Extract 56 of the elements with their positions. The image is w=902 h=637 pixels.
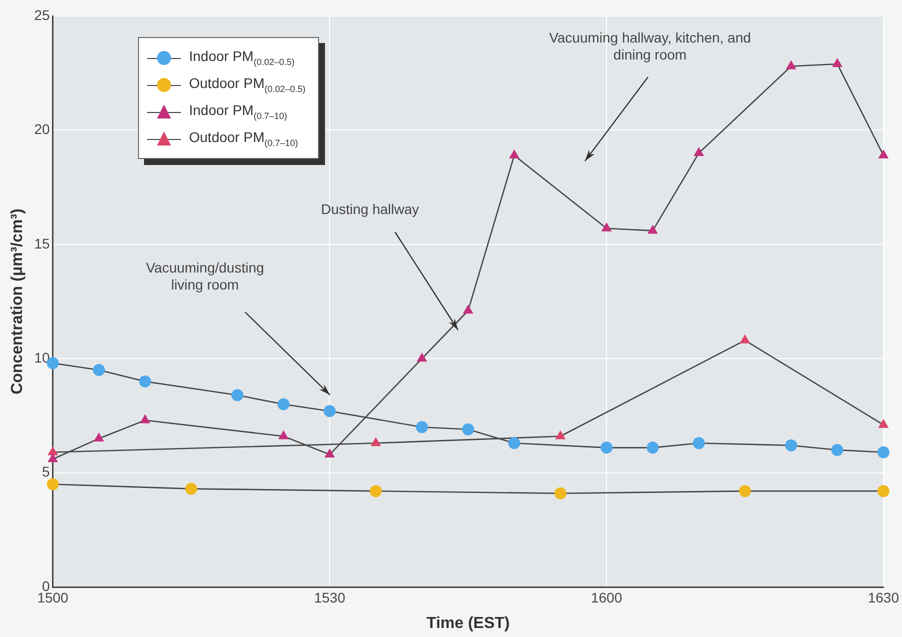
point — [555, 430, 566, 440]
y-tick-label: 20 — [34, 121, 50, 138]
point — [600, 442, 613, 454]
x-tick-label: 1530 — [314, 589, 346, 606]
point — [601, 222, 612, 232]
point — [231, 389, 244, 402]
point — [831, 444, 844, 456]
point — [877, 446, 890, 458]
x-tick-label: 1630 — [868, 589, 900, 606]
point — [646, 442, 659, 454]
legend-label: Indoor PM$_{(0.02–0.5)}$ — [189, 48, 295, 67]
point — [508, 437, 520, 450]
point — [877, 485, 890, 498]
point — [554, 487, 566, 500]
point — [738, 485, 751, 498]
y-tick-label: 0 — [42, 578, 50, 594]
point — [92, 364, 105, 376]
x-tick-label: 1600 — [590, 589, 622, 606]
point — [324, 448, 335, 458]
point — [370, 485, 382, 498]
point — [462, 423, 474, 436]
point — [694, 147, 704, 156]
point — [324, 405, 336, 418]
point — [692, 437, 705, 450]
point — [832, 58, 842, 67]
annotation: Vacuuming hallway, kitchen, and dining room — [549, 29, 751, 62]
point — [462, 304, 474, 314]
point — [647, 224, 658, 234]
y-tick-label: 25 — [34, 6, 50, 23]
y-tick-label: 15 — [34, 235, 50, 252]
point — [740, 334, 750, 344]
y-tick-label: 5 — [42, 464, 50, 480]
point — [140, 414, 150, 424]
point — [785, 439, 798, 452]
point — [48, 446, 58, 456]
legend-label: Indoor PM$_{(0.7–10)}$ — [189, 102, 288, 121]
y-axis-title: Concentration (μm³/cm³) — [9, 208, 26, 394]
point — [878, 418, 889, 428]
point — [46, 478, 59, 490]
point — [416, 352, 428, 362]
point — [509, 149, 520, 158]
annotation: Dusting hallway — [320, 200, 420, 217]
point — [416, 421, 428, 434]
legend-label: Outdoor PM$_{(0.02–0.5)}$ — [189, 75, 306, 94]
point — [278, 430, 289, 440]
point — [878, 149, 889, 158]
point — [278, 398, 290, 410]
point — [786, 60, 796, 70]
legend-label: Outdoor PM$_{(0.7–10)}$ — [189, 129, 298, 148]
point — [139, 375, 152, 388]
x-axis-title: Time (EST) — [426, 614, 510, 632]
annotation: Vacuuming/dusting living room — [146, 259, 264, 292]
point — [370, 437, 381, 446]
point — [185, 482, 198, 495]
point — [48, 453, 58, 462]
point — [94, 432, 104, 442]
